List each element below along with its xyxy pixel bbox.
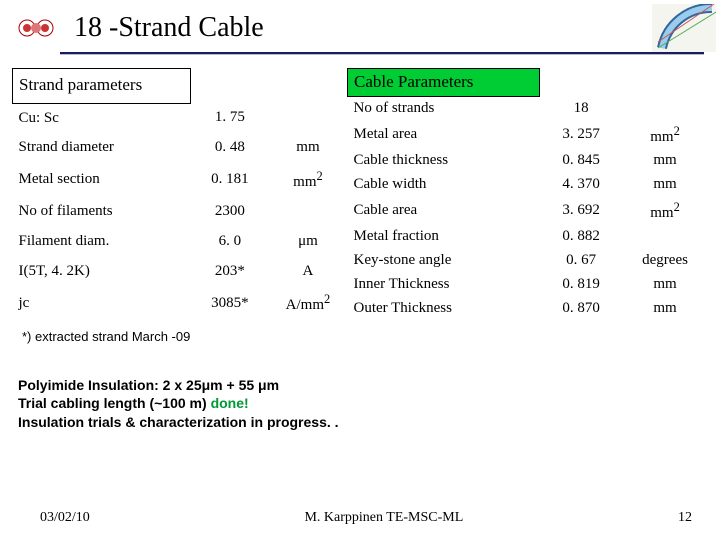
table-row: Cable width4. 370mm xyxy=(348,173,708,197)
page-title: 18 -Strand Cable xyxy=(74,12,704,44)
table-row: Strand diameter0. 48mm xyxy=(13,133,348,163)
footer-center: M. Karppinen TE-MSC-ML xyxy=(304,510,463,526)
table-row: No of strands18 xyxy=(348,97,708,121)
table-row: Outer Thickness0. 870mm xyxy=(348,297,708,321)
footer-page: 12 xyxy=(678,510,692,526)
cable-header: Cable Parameters xyxy=(348,69,540,97)
table-row: Metal fraction0. 882 xyxy=(348,225,708,249)
note-line-1: Polyimide Insulation: 2 x 25μm + 55 μm xyxy=(18,376,720,395)
unit-mm2: mm2 xyxy=(623,121,707,149)
strand-parameters-table: Strand parameters Cu: Sc1. 75 Strand dia… xyxy=(12,68,347,321)
table-row: I(5T, 4. 2K)203*A xyxy=(13,256,348,286)
cable-parameters-table: Cable Parameters No of strands18 Metal a… xyxy=(347,68,707,321)
table-row: Metal area3. 257mm2 xyxy=(348,121,708,149)
table-row: Cable area3. 692mm2 xyxy=(348,197,708,225)
note-line-3: Insulation trials & characterization in … xyxy=(18,413,720,432)
corner-diagram-icon xyxy=(652,4,716,52)
logo-icon xyxy=(16,12,56,44)
table-row: Cable thickness0. 845mm xyxy=(348,149,708,173)
unit-mm2: mm2 xyxy=(623,197,707,225)
footnote-text: *) extracted strand March -09 xyxy=(0,321,720,344)
table-row: jc3085*A/mm2 xyxy=(13,286,348,321)
title-rule xyxy=(60,52,704,54)
notes-block: Polyimide Insulation: 2 x 25μm + 55 μm T… xyxy=(0,344,720,433)
done-label: done! xyxy=(211,395,249,411)
note-line-2: Trial cabling length (~100 m) done! xyxy=(18,394,720,413)
unit-a-mm2: A/mm2 xyxy=(269,286,347,321)
strand-header: Strand parameters xyxy=(13,69,191,104)
table-row: No of filaments2300 xyxy=(13,197,348,227)
footer-date: 03/02/10 xyxy=(40,510,90,526)
table-row: Metal section0. 181mm2 xyxy=(13,162,348,197)
table-row: Filament diam.6. 0μm xyxy=(13,227,348,257)
table-row: Cu: Sc1. 75 xyxy=(13,103,348,133)
table-row: Key-stone angle0. 67degrees xyxy=(348,249,708,273)
unit-mm2: mm2 xyxy=(269,162,347,197)
table-row: Inner Thickness0. 819mm xyxy=(348,273,708,297)
